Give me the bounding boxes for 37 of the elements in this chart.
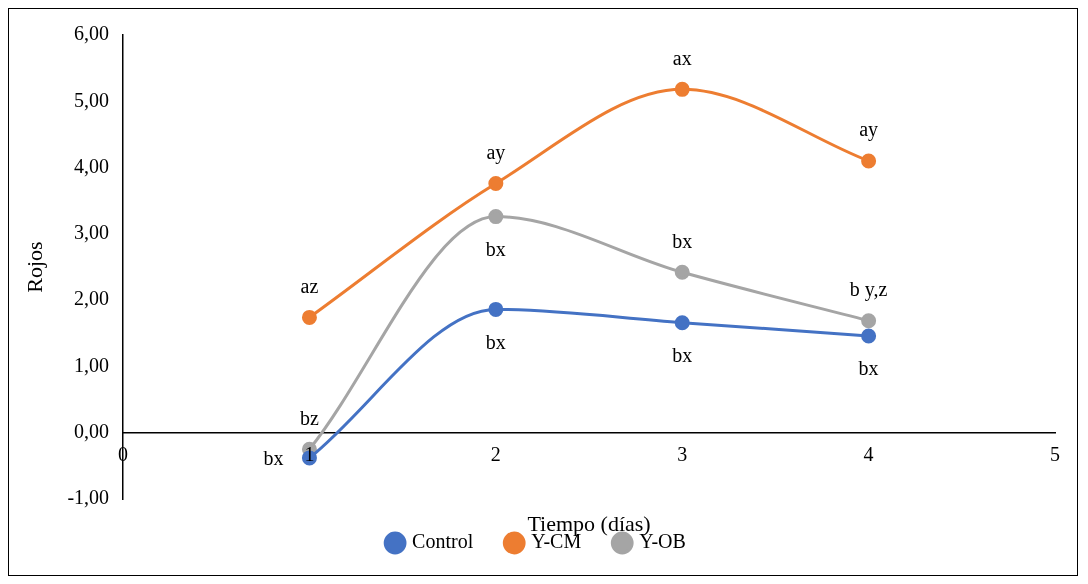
annotation: bx — [672, 343, 693, 366]
x-tick-label: 1 — [304, 442, 315, 465]
y-tick-label: 4,00 — [74, 154, 110, 177]
y-tick-label: 2,00 — [74, 287, 110, 310]
point — [674, 264, 690, 280]
x-tick-label: 5 — [1050, 442, 1060, 465]
point — [861, 313, 877, 329]
annotation: az — [300, 274, 319, 297]
x-tick-label: 3 — [677, 442, 688, 465]
annotation: ax — [672, 46, 692, 69]
point — [488, 209, 504, 225]
annotation: bx — [485, 237, 506, 260]
point — [861, 153, 877, 169]
y-tick-label: 5,00 — [74, 88, 110, 111]
point — [488, 301, 504, 317]
y-tick-label: -1,00 — [67, 486, 110, 509]
y-tick-label: 0,00 — [74, 419, 110, 442]
annotation: bx — [485, 330, 506, 353]
annotation: bx — [263, 447, 284, 470]
y-axis-title: Rojos — [21, 241, 47, 293]
point — [488, 175, 504, 191]
y-tick-label: 6,00 — [74, 22, 110, 45]
legend-label: Control — [412, 530, 474, 553]
annotation: b y,z — [849, 277, 888, 301]
y-tick-label: 3,00 — [74, 221, 110, 244]
annotation: bx — [672, 229, 693, 252]
point — [674, 315, 690, 331]
point — [301, 309, 317, 325]
annotation: bx — [858, 357, 879, 380]
point — [674, 81, 690, 97]
x-tick-label: 4 — [863, 442, 874, 465]
annotation: bz — [300, 406, 319, 429]
y-tick-label: 1,00 — [74, 353, 110, 376]
annotation: ay — [859, 118, 879, 142]
point — [861, 328, 877, 344]
x-tick-label: 2 — [490, 442, 501, 465]
annotation: ay — [486, 140, 506, 164]
